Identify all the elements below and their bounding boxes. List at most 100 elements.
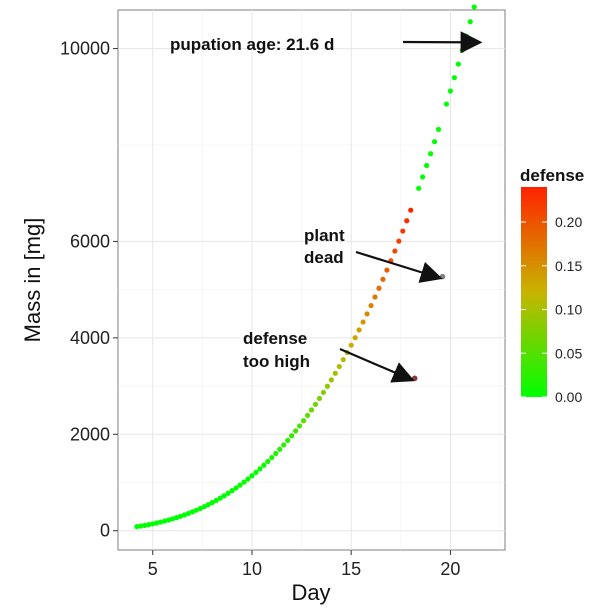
- annotations: pupation age: 21.6 d plant dead defense too …: [170, 31, 483, 383]
- data-point: [241, 479, 247, 485]
- data-point: [225, 490, 231, 496]
- data-point: [380, 276, 386, 282]
- data-point: [296, 423, 303, 429]
- annotation-text: dead: [304, 248, 344, 267]
- y-tick-label: 4000: [70, 328, 110, 348]
- x-axis-ticks: 5 10 15 20: [148, 550, 460, 579]
- data-point: [150, 521, 156, 527]
- data-point: [285, 437, 291, 444]
- data-point: [427, 151, 434, 157]
- data-point: [245, 476, 251, 482]
- annotation-text: pupation age: 21.6 d: [170, 35, 334, 54]
- data-point: [360, 319, 366, 325]
- y-tick-label: 2000: [70, 424, 110, 444]
- legend-color-bar: [521, 187, 547, 397]
- data-point: [424, 162, 430, 169]
- data-point: [154, 520, 160, 526]
- data-point: [265, 458, 271, 465]
- data-point: [316, 395, 323, 402]
- data-point: [384, 267, 390, 273]
- data-point: [138, 523, 144, 529]
- data-point: [277, 446, 283, 452]
- data-point: [332, 370, 338, 376]
- data-point: [253, 469, 259, 475]
- data-point: [158, 519, 164, 525]
- legend-title: defense: [520, 166, 584, 185]
- annotation-text: defense: [243, 329, 307, 348]
- annotation-text: plant: [304, 226, 345, 245]
- y-tick-label: 6000: [70, 231, 110, 251]
- legend-tick-label: 0.10: [555, 302, 582, 318]
- data-point: [352, 335, 358, 341]
- data-point: [431, 139, 438, 145]
- data-point: [221, 493, 227, 499]
- data-point: [348, 342, 354, 348]
- data-point: [455, 61, 461, 67]
- data-point: [400, 228, 406, 234]
- data-point: [261, 462, 267, 468]
- data-point: [209, 499, 215, 506]
- legend: defense 0.20 0.15 0.10 0.05 0.00: [520, 166, 584, 405]
- x-axis-title: Day: [291, 580, 330, 605]
- data-point: [420, 174, 426, 180]
- data-point: [217, 495, 223, 501]
- data-point: [281, 442, 287, 448]
- data-point: [213, 497, 219, 504]
- data-points: [134, 4, 477, 530]
- x-tick-label: 20: [440, 559, 460, 579]
- data-point: [193, 507, 199, 513]
- legend-tick-label: 0.15: [555, 258, 582, 274]
- x-tick-label: 5: [148, 559, 158, 579]
- data-point: [169, 516, 176, 522]
- y-tick-label: 10000: [60, 39, 110, 59]
- data-point: [269, 454, 275, 461]
- data-point: [435, 126, 442, 132]
- y-tick-label: 0: [100, 521, 110, 541]
- data-point: [166, 517, 172, 523]
- data-point: [467, 19, 473, 25]
- data-point: [336, 363, 342, 370]
- y-axis-title: Mass in [mg]: [20, 218, 45, 343]
- data-point: [173, 515, 180, 521]
- data-point: [312, 401, 319, 407]
- data-point: [257, 466, 263, 472]
- data-point: [229, 488, 235, 494]
- x-tick-label: 10: [242, 559, 262, 579]
- event-point: [411, 375, 418, 382]
- data-point: [293, 428, 299, 434]
- data-point: [451, 75, 457, 81]
- data-point: [304, 412, 311, 419]
- data-point: [392, 248, 398, 254]
- data-point: [376, 285, 382, 291]
- x-tick-label: 15: [341, 559, 361, 579]
- data-point: [443, 101, 450, 107]
- data-point: [372, 294, 378, 300]
- data-point: [404, 218, 410, 224]
- data-point: [324, 383, 330, 389]
- data-point: [205, 502, 211, 508]
- data-point: [459, 47, 465, 53]
- data-point: [289, 433, 295, 439]
- data-point: [320, 389, 327, 396]
- data-point: [356, 327, 362, 333]
- data-point: [471, 4, 477, 10]
- data-point: [328, 377, 334, 383]
- data-point: [162, 518, 168, 524]
- data-point: [463, 33, 469, 39]
- data-point: [189, 509, 196, 515]
- data-point: [233, 485, 239, 491]
- data-point: [308, 407, 315, 413]
- data-point: [273, 450, 279, 457]
- legend-tick-label: 0.20: [555, 214, 582, 230]
- event-point: [439, 273, 446, 280]
- data-point: [408, 207, 414, 213]
- data-point: [368, 302, 374, 309]
- data-point: [447, 88, 454, 94]
- plot-panel: [117, 9, 506, 551]
- data-point: [177, 513, 184, 519]
- data-point: [201, 503, 207, 510]
- annotation-text: too high: [243, 352, 310, 371]
- data-point: [142, 522, 148, 528]
- data-point: [416, 185, 422, 191]
